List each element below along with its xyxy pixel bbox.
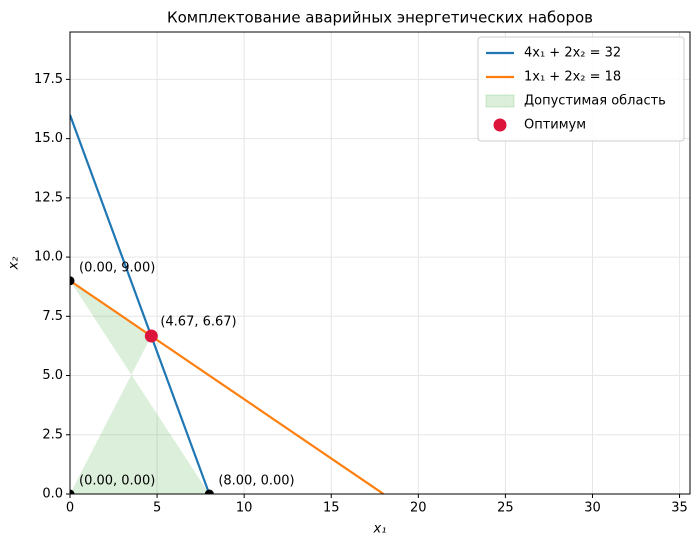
vertex-point xyxy=(70,489,75,494)
legend-swatch xyxy=(493,118,507,132)
x-tick-label: 10 xyxy=(236,501,253,516)
vertex-point xyxy=(70,276,75,286)
optimum-label: (4.67, 6.67) xyxy=(160,314,236,329)
plot-frame xyxy=(69,31,691,495)
optimum-point xyxy=(144,329,158,343)
y-tick-label: 5.0 xyxy=(42,368,63,383)
x-tick-label: 30 xyxy=(584,501,601,516)
series-line xyxy=(70,279,385,494)
point-label: (0.00, 9.00) xyxy=(79,260,155,275)
y-tick-label: 10.0 xyxy=(34,250,63,265)
legend-swatch xyxy=(485,94,515,108)
y-axis-label: x₂ xyxy=(7,257,22,271)
series-line xyxy=(70,114,211,494)
x-tick-label: 5 xyxy=(153,501,161,516)
y-tick-label: 2.5 xyxy=(42,427,63,442)
feasible-region xyxy=(70,280,210,494)
x-tick-label: 15 xyxy=(323,501,340,516)
y-tick-label: 17.5 xyxy=(34,72,63,87)
y-tick-label: 0.0 xyxy=(42,487,63,502)
legend-label: 1x₁ + 2x₂ = 18 xyxy=(524,70,621,85)
y-tick-label: 12.5 xyxy=(34,190,63,205)
x-tick-label: 20 xyxy=(410,501,427,516)
legend-label: 4x₁ + 2x₂ = 32 xyxy=(524,46,621,61)
legend-box xyxy=(477,36,685,142)
legend-label: Оптимум xyxy=(524,118,586,133)
point-label: (0.00, 0.00) xyxy=(79,474,155,489)
x-tick-label: 0 xyxy=(66,501,74,516)
legend-label: Допустимая область xyxy=(524,94,666,109)
point-label: (8.00, 0.00) xyxy=(218,474,294,489)
y-tick-label: 15.0 xyxy=(34,131,63,146)
x-tick-label: 25 xyxy=(497,501,514,516)
vertex-point xyxy=(204,489,214,494)
chart-title: Комплектование аварийных энергетических … xyxy=(167,9,593,27)
x-axis-label: x₁ xyxy=(373,522,387,537)
y-tick-label: 7.5 xyxy=(42,309,63,324)
x-tick-label: 35 xyxy=(671,501,688,516)
